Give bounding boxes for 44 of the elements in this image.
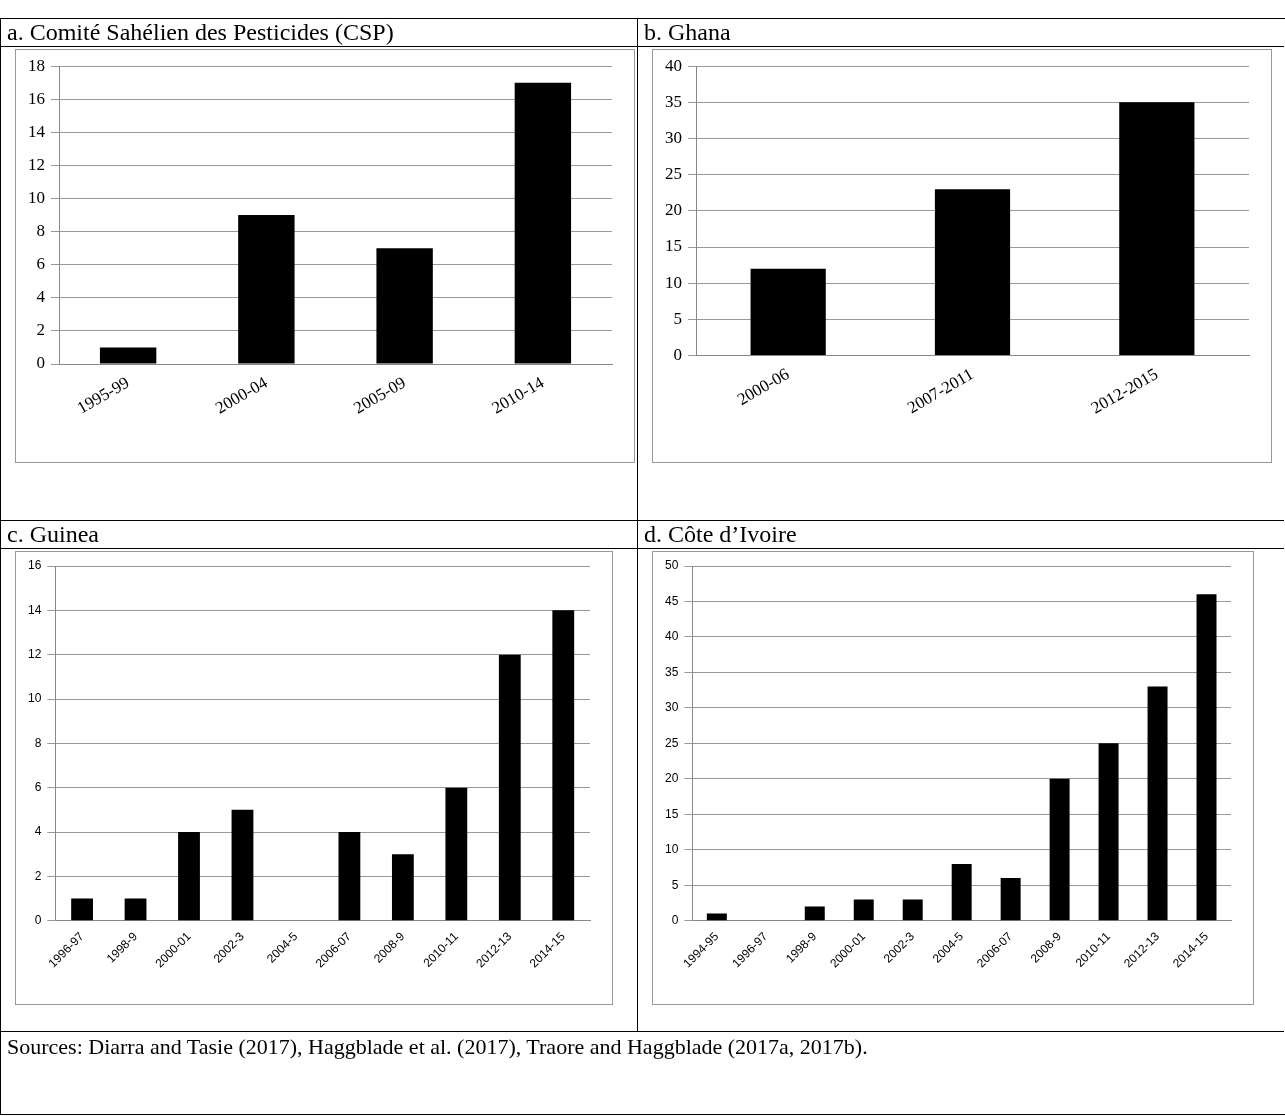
y-tick-label: 6 bbox=[34, 779, 42, 794]
y-tick-label: 0 bbox=[34, 912, 42, 927]
y-tick-label: 6 bbox=[36, 254, 45, 274]
chart-title: b. Ghana bbox=[638, 19, 1284, 47]
y-tick-label: 0 bbox=[673, 344, 682, 364]
y-tick-label: 16 bbox=[28, 88, 45, 108]
y-tick-label: 5 bbox=[673, 308, 682, 328]
y-tick-label: 10 bbox=[28, 188, 45, 208]
y-tick-label: 10 bbox=[664, 842, 679, 857]
y-tick-label: 25 bbox=[665, 164, 682, 184]
y-tick-label: 18 bbox=[28, 55, 45, 75]
y-tick-label: 30 bbox=[665, 127, 682, 147]
y-tick-label: 15 bbox=[664, 806, 679, 821]
y-tick-label: 15 bbox=[665, 236, 682, 256]
y-tick-label: 16 bbox=[27, 558, 42, 573]
y-tick-label: 10 bbox=[665, 272, 682, 292]
y-tick-label: 0 bbox=[36, 353, 45, 373]
y-tick-label: 35 bbox=[665, 91, 682, 111]
y-tick-label: 10 bbox=[27, 691, 42, 706]
source-note: Sources: Diarra and Tasie (2017), Haggblade et al. (2017), Traore and Haggblade (2017a, 2017b). bbox=[6, 1033, 869, 1061]
y-tick-label: 45 bbox=[664, 593, 679, 608]
y-tick-label: 14 bbox=[28, 121, 46, 141]
y-tick-label: 50 bbox=[664, 558, 679, 573]
y-tick-label: 25 bbox=[664, 735, 679, 750]
y-tick-label: 8 bbox=[36, 221, 45, 241]
y-tick-label: 2 bbox=[34, 868, 42, 883]
y-tick-label: 4 bbox=[36, 287, 46, 307]
chart-title: a. Comité Sahélien des Pesticides (CSP) bbox=[1, 19, 637, 47]
y-tick-label: 5 bbox=[671, 877, 679, 892]
y-tick-label: 35 bbox=[664, 664, 679, 679]
y-tick-label: 8 bbox=[34, 735, 42, 750]
y-tick-label: 30 bbox=[664, 700, 679, 715]
y-tick-label: 12 bbox=[27, 646, 42, 661]
y-tick-label: 0 bbox=[671, 912, 679, 927]
y-tick-label: 4 bbox=[34, 824, 42, 839]
y-tick-label: 20 bbox=[664, 771, 679, 786]
y-tick-label: 14 bbox=[27, 602, 42, 617]
chart-title: c. Guinea bbox=[1, 521, 637, 549]
y-tick-label: 40 bbox=[665, 55, 682, 75]
chart-title: d. Côte d’Ivoire bbox=[638, 521, 1284, 549]
y-tick-label: 12 bbox=[28, 154, 45, 174]
y-tick-label: 2 bbox=[36, 320, 45, 340]
y-tick-label: 40 bbox=[664, 629, 679, 644]
y-tick-label: 20 bbox=[665, 200, 682, 220]
